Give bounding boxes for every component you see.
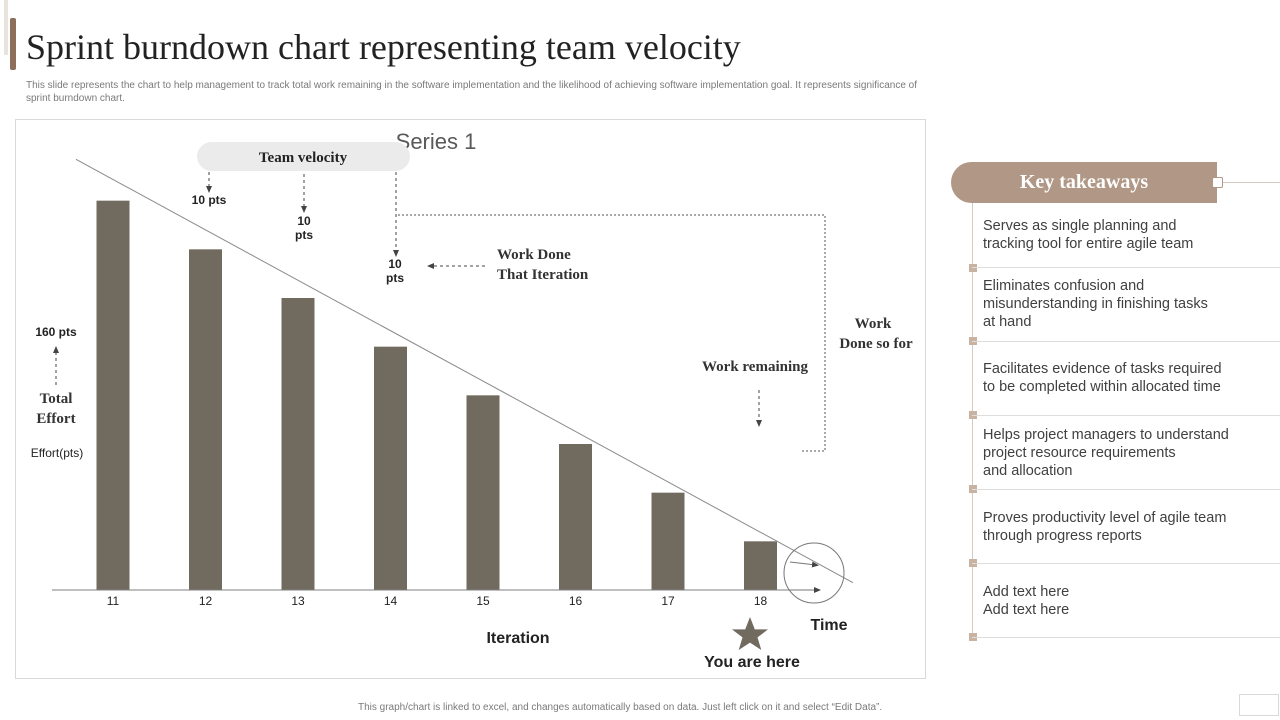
bar-iteration-14 bbox=[374, 346, 407, 590]
accent-bar bbox=[10, 18, 16, 70]
takeaway-line: project resource requirements bbox=[983, 445, 1176, 461]
star-icon bbox=[732, 617, 768, 650]
takeaway-line: and allocation bbox=[983, 463, 1073, 479]
time-arrow-1 bbox=[789, 561, 819, 568]
velocity-label-2b: pts bbox=[295, 228, 313, 242]
bar-iteration-17 bbox=[651, 492, 685, 590]
x-tick-label: 13 bbox=[291, 594, 305, 608]
takeaway-item: Proves productivity level of agile team … bbox=[983, 509, 1263, 545]
work-done-iteration-label-2: That Iteration bbox=[497, 267, 589, 283]
takeaway-separator bbox=[972, 637, 1280, 638]
work-remaining-label: Work remaining bbox=[702, 359, 808, 375]
takeaway-separator bbox=[972, 489, 1280, 490]
ideal-burndown-line bbox=[75, 158, 854, 584]
takeaways-connector-line bbox=[1223, 182, 1280, 183]
time-label: Time bbox=[810, 617, 847, 634]
you-are-here-label: You are here bbox=[704, 654, 800, 671]
takeaway-separator bbox=[972, 341, 1280, 342]
work-done-iteration-label-1: Work Done bbox=[497, 247, 571, 263]
x-tick-label: 15 bbox=[476, 594, 490, 608]
takeaway-line: Add text here bbox=[983, 602, 1070, 618]
x-axis-label: Iteration bbox=[486, 630, 549, 647]
team-velocity-pill bbox=[197, 142, 410, 171]
bar-iteration-18 bbox=[744, 541, 777, 590]
y-axis-label: Effort(pts) bbox=[31, 446, 83, 460]
velocity-label-2a: 10 bbox=[297, 214, 311, 228]
bar-iteration-16 bbox=[559, 444, 592, 590]
page-subtitle: This slide represents the chart to help … bbox=[26, 80, 918, 104]
x-tick-label: 16 bbox=[569, 594, 583, 608]
x-tick-label: 11 bbox=[107, 594, 120, 608]
takeaway-item: Serves as single planning and tracking t… bbox=[983, 217, 1263, 253]
accent-bar-light bbox=[4, 0, 8, 55]
team-velocity-label: Team velocity bbox=[259, 150, 348, 166]
takeaway-separator bbox=[972, 563, 1280, 564]
velocity-label-3a: 10 bbox=[388, 257, 402, 271]
work-done-so-far-label-1: Work bbox=[855, 316, 892, 332]
x-tick-label: 12 bbox=[199, 594, 213, 608]
takeaway-separator bbox=[972, 267, 1280, 268]
footer-note: This graph/chart is linked to excel, and… bbox=[358, 702, 883, 713]
work-done-so-far-bracket bbox=[398, 214, 826, 452]
bar-iteration-12 bbox=[189, 249, 222, 591]
takeaway-separator bbox=[972, 415, 1280, 416]
takeaway-line: tracking tool for entire agile team bbox=[983, 236, 1194, 252]
takeaway-line: Serves as single planning and bbox=[983, 218, 1177, 234]
page-number-box bbox=[1239, 694, 1279, 716]
x-tick-label: 17 bbox=[661, 594, 675, 608]
total-effort-label-1: Total bbox=[40, 391, 73, 407]
takeaway-item: Eliminates confusion and misunderstandin… bbox=[983, 277, 1263, 331]
takeaways-header: Key takeaways bbox=[951, 162, 1217, 203]
total-effort-label-2: Effort bbox=[36, 411, 75, 427]
velocity-label-3b: pts bbox=[386, 271, 404, 285]
velocity-label-1: 10 pts bbox=[192, 193, 227, 207]
bar-series bbox=[96, 200, 777, 591]
takeaway-item: Helps project managers to understand pro… bbox=[983, 426, 1263, 480]
x-tick-label: 18 bbox=[754, 594, 768, 608]
time-circle bbox=[783, 542, 845, 604]
chart-title: Series 1 bbox=[396, 129, 477, 154]
bar-iteration-11 bbox=[96, 200, 130, 590]
total-points-label: 160 pts bbox=[35, 325, 77, 339]
takeaway-line: Eliminates confusion and bbox=[983, 278, 1145, 294]
takeaway-line: misunderstanding in finishing tasks bbox=[983, 296, 1208, 312]
takeaway-line: Proves productivity level of agile team bbox=[983, 510, 1227, 526]
takeaway-line: through progress reports bbox=[983, 528, 1142, 544]
takeaway-item: Add text here Add text here bbox=[983, 583, 1263, 619]
page-title: Sprint burndown chart representing team … bbox=[26, 27, 741, 67]
takeaway-line: Helps project managers to understand bbox=[983, 427, 1229, 443]
takeaway-line: to be completed within allocated time bbox=[983, 379, 1221, 395]
x-tick-labels: 11 12 13 14 15 16 17 18 bbox=[107, 594, 768, 608]
takeaway-line: Facilitates evidence of tasks required bbox=[983, 361, 1222, 377]
takeaway-line: Add text here bbox=[983, 584, 1070, 600]
bar-iteration-13 bbox=[281, 298, 315, 590]
x-tick-label: 14 bbox=[384, 594, 398, 608]
takeaways-knob bbox=[1212, 177, 1223, 188]
work-done-so-far-label-2: Done so for bbox=[839, 336, 913, 352]
takeaway-line: at hand bbox=[983, 314, 1032, 330]
takeaway-item: Facilitates evidence of tasks required t… bbox=[983, 360, 1263, 396]
takeaways-timeline bbox=[972, 203, 973, 640]
takeaway-marker bbox=[969, 264, 977, 272]
bar-iteration-15 bbox=[466, 395, 500, 590]
